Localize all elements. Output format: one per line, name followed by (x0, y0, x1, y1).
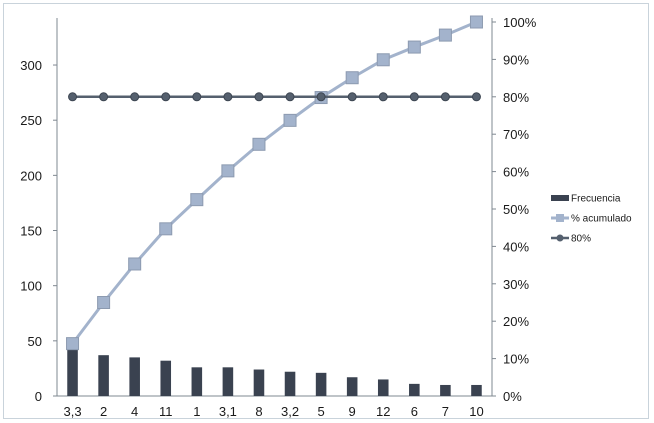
point-acumulado (283, 113, 297, 127)
x-category-label: 2 (100, 404, 107, 419)
x-category-label: 3,1 (219, 404, 237, 419)
point-acumulado (345, 71, 359, 85)
line-acumulado (71, 20, 478, 345)
y-right-tick-label: 60% (503, 165, 529, 180)
point-acumulado (190, 193, 204, 207)
point-80 (130, 92, 140, 102)
bar-frecuencia (222, 367, 234, 396)
x-category-label: 6 (411, 404, 418, 419)
point-80 (254, 92, 264, 102)
x-category-label: 9 (349, 404, 356, 419)
point-acumulado (159, 222, 173, 236)
point-80 (99, 92, 109, 102)
point-80 (192, 92, 202, 102)
legend-swatch-frecuencia (551, 195, 569, 201)
x-category-label: 3,2 (281, 404, 299, 419)
y-left-tick-label: 300 (20, 58, 42, 73)
y-left-tick-label: 0 (35, 389, 42, 404)
y-right-tick-label: 20% (503, 314, 529, 329)
y-right-tick-label: 70% (503, 127, 529, 142)
tick-labels: 0 50 100 150 200 250 300 0% 10% 20% 30% 40% 50% 60% 70… (20, 15, 536, 419)
axes (53, 18, 496, 397)
legend-label: Frecuencia (571, 194, 621, 205)
point-acumulado (376, 53, 390, 67)
y-right-tick-label: 50% (503, 202, 529, 217)
y-right-tick-label: 90% (503, 52, 529, 67)
legend: Frecuencia % acumulado 80% (551, 194, 632, 245)
y-right-tick-label: 10% (503, 352, 529, 367)
bar-frecuencia (191, 367, 203, 396)
point-80 (223, 92, 233, 102)
point-80 (347, 92, 357, 102)
y-left-tick-label: 200 (20, 168, 42, 183)
point-80 (285, 92, 295, 102)
point-acumulado (252, 137, 266, 151)
point-80 (409, 92, 419, 102)
bar-frecuencia (98, 355, 109, 396)
x-category-label: 11 (159, 404, 173, 419)
point-80 (440, 92, 450, 102)
bars (67, 349, 482, 396)
point-80 (471, 92, 481, 102)
legend-marker-acumulado (556, 214, 564, 222)
bar-frecuencia (253, 369, 265, 396)
bar-frecuencia (440, 384, 451, 396)
point-acumulado (469, 15, 483, 29)
y-left-tick-label: 150 (20, 224, 42, 239)
point-acumulado (128, 257, 142, 271)
x-category-label: 3,3 (63, 404, 81, 419)
bar-frecuencia (409, 383, 420, 396)
point-acumulado (66, 337, 80, 351)
bar-frecuencia (67, 349, 78, 396)
legend-marker-80 (556, 234, 564, 242)
point-acumulado (221, 164, 235, 178)
x-category-label: 5 (317, 404, 324, 419)
y-right-tick-label: 30% (503, 277, 529, 292)
legend-label: 80% (571, 234, 591, 245)
point-acumulado (438, 28, 452, 42)
y-right-tick-label: 100% (503, 15, 537, 30)
y-left-tick-label: 50 (28, 334, 42, 349)
x-category-label: 10 (469, 404, 483, 419)
point-80 (161, 92, 171, 102)
y-right-tick-label: 80% (503, 90, 529, 105)
legend-label: % acumulado (571, 214, 632, 225)
chart-frame (3, 3, 649, 419)
y-right-tick-label: 0% (503, 389, 522, 404)
point-acumulado (407, 40, 421, 54)
bar-frecuencia (471, 384, 482, 396)
point-80 (316, 92, 326, 102)
point-80 (378, 92, 388, 102)
x-category-label: 12 (376, 404, 390, 419)
x-category-label: 7 (442, 404, 449, 419)
bar-frecuencia (129, 357, 140, 396)
bar-frecuencia (346, 377, 358, 396)
lines (66, 15, 483, 351)
bar-frecuencia (160, 360, 172, 396)
x-category-label: 4 (131, 404, 138, 419)
bar-frecuencia (284, 371, 296, 396)
x-category-label: 1 (193, 404, 200, 419)
y-left-tick-label: 100 (20, 279, 42, 294)
bar-frecuencia (377, 379, 389, 396)
point-80 (68, 92, 78, 102)
x-category-label: 8 (255, 404, 262, 419)
y-left-tick-label: 250 (20, 113, 42, 128)
bar-frecuencia (315, 372, 327, 396)
point-acumulado (97, 296, 111, 309)
y-right-tick-label: 40% (503, 239, 529, 254)
